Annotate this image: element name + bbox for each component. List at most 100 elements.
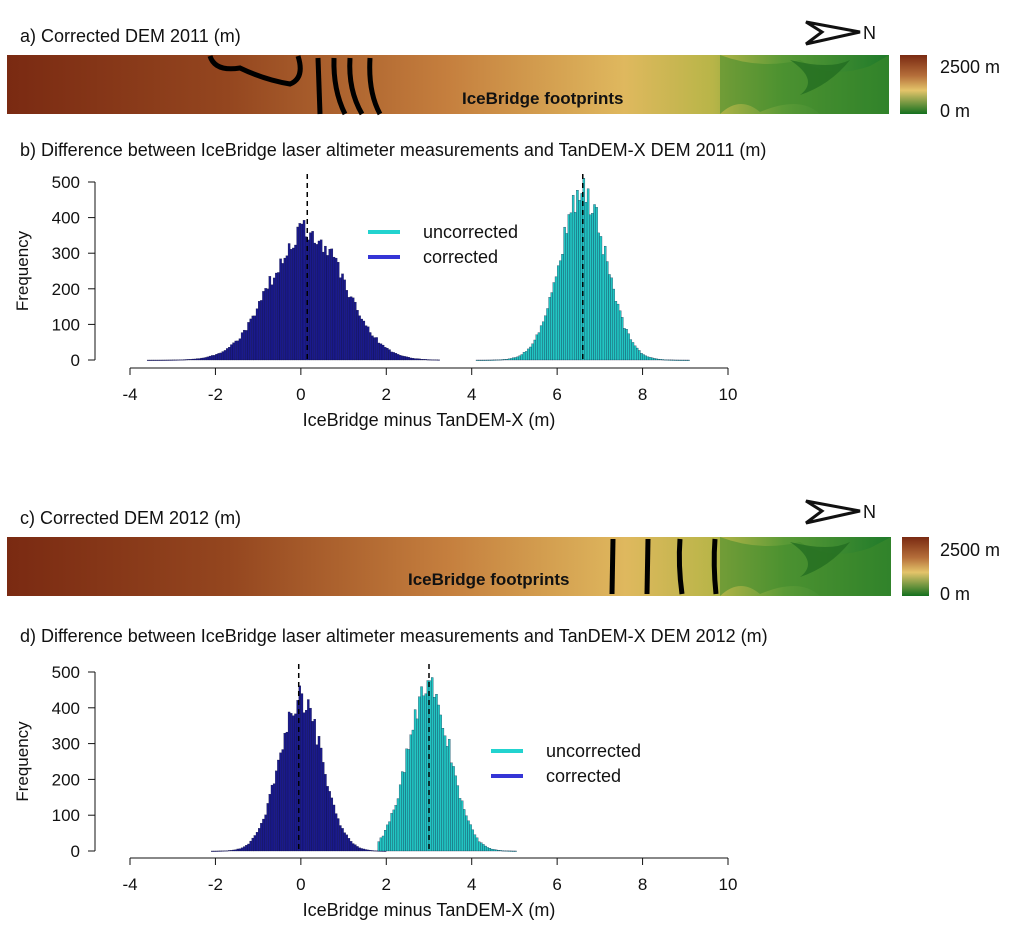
histogram-bar-corrected: [234, 340, 237, 361]
histogram-bar-corrected: [255, 308, 259, 361]
histogram-bar-corrected: [413, 358, 417, 361]
histogram-bar-uncorrected: [467, 820, 470, 852]
histogram-bar-uncorrected: [501, 850, 504, 852]
x-tick-label: 10: [719, 385, 738, 404]
histogram-bar-uncorrected: [379, 837, 383, 852]
y-tick-label: 400: [52, 699, 80, 718]
histogram-bar-uncorrected: [499, 359, 502, 361]
histogram-bar-corrected: [219, 850, 222, 852]
histogram-bar-uncorrected: [608, 274, 611, 361]
histogram-bar-corrected: [411, 358, 415, 361]
x-tick-label: -4: [122, 875, 137, 894]
histogram-bar-corrected: [181, 359, 184, 361]
histogram-bar-corrected: [360, 848, 363, 852]
histogram-bar-corrected: [285, 731, 289, 852]
histogram-bar-uncorrected: [542, 321, 545, 361]
histogram-bar-corrected: [407, 357, 410, 361]
histogram-bar-corrected: [230, 344, 233, 361]
histogram-bar-corrected: [164, 359, 167, 361]
histogram-bar-corrected: [260, 823, 263, 852]
histogram-bar-uncorrected: [527, 348, 530, 361]
histogram-bar-corrected: [277, 759, 280, 852]
histogram-bar-corrected: [356, 310, 359, 361]
histogram-bar-corrected: [166, 359, 169, 361]
histogram-bar-corrected: [249, 840, 252, 852]
histogram-bar-uncorrected: [610, 277, 613, 361]
histogram-bar-corrected: [176, 359, 180, 361]
x-tick-label: 2: [382, 875, 391, 894]
histogram-bar-uncorrected: [431, 677, 434, 852]
histogram-bar-corrected: [339, 277, 342, 361]
histogram-bar-corrected: [426, 359, 430, 361]
histogram-bar-uncorrected: [452, 766, 455, 852]
histogram-bar-corrected: [296, 226, 299, 361]
x-tick-label: -2: [208, 385, 223, 404]
histogram-bar-uncorrected: [687, 359, 690, 361]
legend: uncorrected corrected: [368, 222, 518, 267]
histogram-bar-corrected: [221, 351, 225, 361]
y-tick-label: 200: [52, 280, 80, 299]
histogram-bar-corrected: [245, 330, 248, 361]
histogram-bar-corrected: [392, 352, 395, 361]
histogram-bar-corrected: [330, 797, 334, 852]
histogram-bar-corrected: [247, 322, 250, 361]
histogram-bar-corrected: [206, 356, 210, 361]
histogram-bar-uncorrected: [499, 850, 502, 852]
histogram-bar-uncorrected: [477, 841, 481, 852]
histogram-bar-uncorrected: [685, 359, 688, 361]
histogram-bar-uncorrected: [401, 771, 404, 852]
histogram-bar-corrected: [371, 850, 374, 852]
histogram-bar-corrected: [403, 356, 406, 361]
histogram-bar-uncorrected: [680, 359, 684, 361]
histogram-bar-uncorrected: [522, 352, 526, 361]
histogram-bar-uncorrected: [653, 358, 656, 361]
histogram-2011: 0 100 200 300 400 500 Frequency -4 -2 0 2 4 6 8 10 IceB…: [13, 173, 737, 430]
histogram-bar-corrected: [326, 786, 329, 852]
histogram-bar-corrected: [337, 818, 340, 852]
y-axis: 0 100 200 300 400 500 Frequency: [13, 663, 96, 861]
histogram-bar-corrected: [309, 707, 312, 852]
histogram-bar-corrected: [349, 296, 353, 361]
histogram-bar-uncorrected: [640, 353, 643, 361]
x-tick-label: 4: [467, 385, 476, 404]
x-axis-label: IceBridge minus TanDEM-X (m): [303, 900, 556, 920]
histogram-bar-corrected: [243, 846, 246, 852]
histogram-bar-corrected: [319, 747, 323, 852]
histogram-bar-uncorrected: [435, 694, 438, 852]
histogram-bar-uncorrected: [516, 356, 519, 361]
histogram-bar-uncorrected: [546, 308, 549, 361]
x-axis: -4 -2 0 2 4 6 8 10 IceBridge minus TanDEM-X (m): [122, 857, 737, 920]
histogram-bar-corrected: [305, 709, 308, 852]
histogram-bar-uncorrected: [381, 835, 385, 852]
north-arrow-a: N: [805, 20, 876, 46]
histogram-bar-uncorrected: [456, 785, 460, 852]
histogram-bar-uncorrected: [471, 829, 474, 852]
histogram-bar-corrected: [354, 301, 357, 361]
histogram-bar-uncorrected: [629, 339, 633, 361]
north-arrow-c: N: [805, 499, 876, 525]
histogram-bar-corrected: [258, 828, 261, 852]
histogram-bar-corrected: [215, 850, 218, 852]
histogram-bar-uncorrected: [490, 848, 494, 852]
histogram-bar-uncorrected: [443, 735, 447, 852]
histogram-bar-corrected: [377, 342, 381, 361]
histogram-bar-corrected: [193, 358, 197, 361]
histogram-bar-corrected: [238, 338, 242, 361]
histogram-bar-corrected: [232, 849, 235, 852]
histogram-bar-uncorrected: [416, 718, 419, 852]
footprint-tracks-2011: [207, 55, 383, 116]
histogram-bar-uncorrected: [475, 837, 479, 852]
histogram-bar-uncorrected: [531, 343, 534, 361]
histogram-bar-corrected: [258, 301, 261, 361]
histogram-bar-uncorrected: [638, 350, 641, 361]
histogram-bar-corrected: [311, 231, 314, 361]
histogram-bar-corrected: [351, 297, 355, 361]
histogram-bar-corrected: [247, 843, 250, 852]
histogram-bar-uncorrected: [593, 204, 596, 361]
histogram-bar-corrected: [217, 353, 220, 361]
legend: uncorrected corrected: [491, 741, 641, 786]
histogram-bar-uncorrected: [524, 351, 528, 361]
histogram-bar-uncorrected: [409, 734, 413, 852]
histogram-bar-corrected: [313, 719, 316, 852]
histogram-bar-uncorrected: [484, 359, 487, 361]
